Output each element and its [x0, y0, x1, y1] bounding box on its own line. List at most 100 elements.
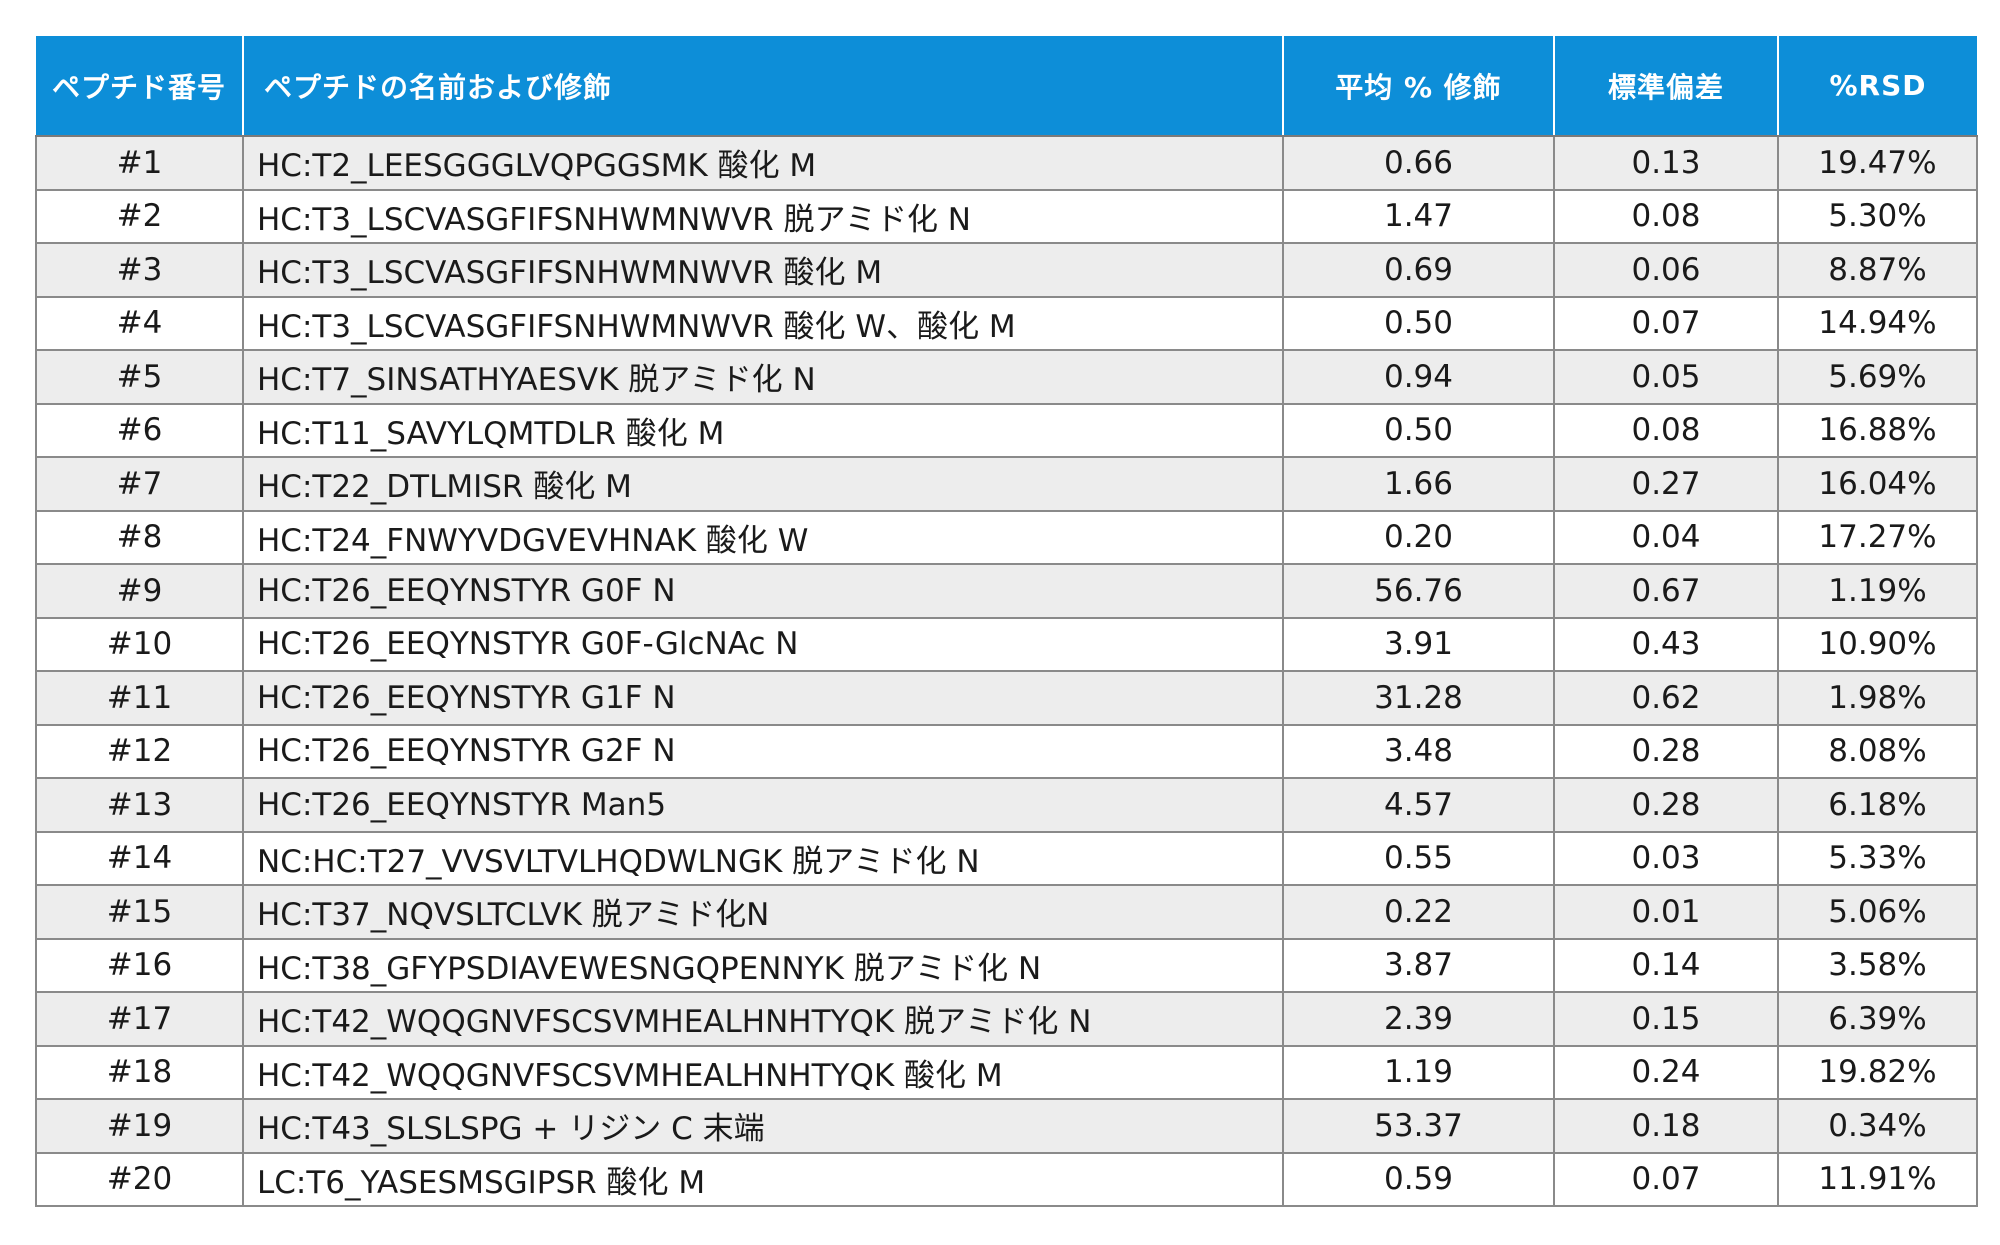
rsd-cell: 19.82% [1778, 1045, 1978, 1100]
mean-modification-cell: 0.94 [1283, 350, 1555, 405]
peptide-name-cell: LC:T6_YASESMSGIPSR 酸化 M [243, 1152, 1284, 1207]
mean-modification-cell: 0.22 [1283, 885, 1555, 940]
table-row: #15 HC:T37_NQVSLTCLVK 脱アミド化N 0.22 0.01 5.06% [35, 885, 1978, 940]
peptide-number-cell: #18 [35, 1045, 244, 1100]
table-row: #9 HC:T26_EEQYNSTYR G0F N 56.76 0.67 1.19% [35, 564, 1978, 619]
mean-modification-cell: 31.28 [1283, 671, 1555, 726]
rsd-cell: 19.47% [1778, 136, 1978, 191]
std-dev-cell: 0.67 [1554, 564, 1779, 619]
peptide-name-cell: HC:T24_FNWYVDGVEVHNAK 酸化 W [243, 510, 1284, 565]
mean-modification-cell: 53.37 [1283, 1099, 1555, 1154]
peptide-name-cell: HC:T2_LEESGGGLVQPGGSMK 酸化 M [243, 136, 1284, 191]
table-row: #3 HC:T3_LSCVASGFIFSNHWMNWVR 酸化 M 0.69 0.06… [35, 243, 1978, 298]
rsd-cell: 0.34% [1778, 1099, 1978, 1154]
std-dev-cell: 0.62 [1554, 671, 1779, 726]
peptide-name-cell: HC:T3_LSCVASGFIFSNHWMNWVR 酸化 W、酸化 M [243, 296, 1284, 351]
data-table-container: ペプチド番号 ペプチドの名前および修飾 平均 % 修飾 標準偏差 %RSD #1… [35, 36, 1978, 1207]
peptide-name-cell: HC:T11_SAVYLQMTDLR 酸化 M [243, 403, 1284, 458]
peptide-number-cell: #4 [35, 296, 244, 351]
rsd-cell: 6.18% [1778, 778, 1978, 833]
std-dev-cell: 0.01 [1554, 885, 1779, 940]
peptide-number-cell: #9 [35, 564, 244, 619]
rsd-cell: 1.19% [1778, 564, 1978, 619]
table-row: #7 HC:T22_DTLMISR 酸化 M 1.66 0.27 16.04% [35, 457, 1978, 512]
peptide-name-cell: HC:T7_SINSATHYAESVK 脱アミド化 N [243, 350, 1284, 405]
rsd-cell: 5.30% [1778, 189, 1978, 244]
peptide-number-cell: #3 [35, 243, 244, 298]
peptide-number-cell: #1 [35, 136, 244, 191]
table-row: #20 LC:T6_YASESMSGIPSR 酸化 M 0.59 0.07 11.91% [35, 1152, 1978, 1207]
mean-modification-cell: 3.91 [1283, 617, 1555, 672]
mean-modification-cell: 1.19 [1283, 1045, 1555, 1100]
rsd-cell: 8.87% [1778, 243, 1978, 298]
peptide-number-cell: #12 [35, 724, 244, 779]
table-row: #18 HC:T42_WQQGNVFSCSVMHEALHNHTYQK 酸化 M 1.… [35, 1045, 1978, 1100]
peptide-name-cell: NC:HC:T27_VVSVLTVLHQDWLNGK 脱アミド化 N [243, 831, 1284, 886]
std-dev-cell: 0.08 [1554, 403, 1779, 458]
std-dev-cell: 0.14 [1554, 938, 1779, 993]
rsd-cell: 1.98% [1778, 671, 1978, 726]
table-body: #1 HC:T2_LEESGGGLVQPGGSMK 酸化 M 0.66 0.13 19.… [35, 136, 1978, 1207]
header-peptide-name: ペプチドの名前および修飾 [243, 36, 1284, 137]
mean-modification-cell: 56.76 [1283, 564, 1555, 619]
peptide-modification-table: ペプチド番号 ペプチドの名前および修飾 平均 % 修飾 標準偏差 %RSD #1… [35, 36, 1978, 1207]
rsd-cell: 17.27% [1778, 510, 1978, 565]
peptide-number-cell: #16 [35, 938, 244, 993]
mean-modification-cell: 0.50 [1283, 403, 1555, 458]
std-dev-cell: 0.27 [1554, 457, 1779, 512]
mean-modification-cell: 1.66 [1283, 457, 1555, 512]
rsd-cell: 5.33% [1778, 831, 1978, 886]
rsd-cell: 6.39% [1778, 992, 1978, 1047]
table-row: #10 HC:T26_EEQYNSTYR G0F-GlcNAc N 3.91 0.43… [35, 617, 1978, 672]
table-row: #17 HC:T42_WQQGNVFSCSVMHEALHNHTYQK 脱アミド化 … [35, 992, 1978, 1047]
mean-modification-cell: 0.69 [1283, 243, 1555, 298]
peptide-name-cell: HC:T26_EEQYNSTYR G1F N [243, 671, 1284, 726]
mean-modification-cell: 0.59 [1283, 1152, 1555, 1207]
peptide-number-cell: #14 [35, 831, 244, 886]
std-dev-cell: 0.43 [1554, 617, 1779, 672]
rsd-cell: 16.88% [1778, 403, 1978, 458]
peptide-number-cell: #10 [35, 617, 244, 672]
table-row: #1 HC:T2_LEESGGGLVQPGGSMK 酸化 M 0.66 0.13 19.… [35, 136, 1978, 191]
mean-modification-cell: 0.50 [1283, 296, 1555, 351]
peptide-name-cell: HC:T37_NQVSLTCLVK 脱アミド化N [243, 885, 1284, 940]
std-dev-cell: 0.05 [1554, 350, 1779, 405]
peptide-number-cell: #19 [35, 1099, 244, 1154]
mean-modification-cell: 3.48 [1283, 724, 1555, 779]
std-dev-cell: 0.24 [1554, 1045, 1779, 1100]
peptide-name-cell: HC:T22_DTLMISR 酸化 M [243, 457, 1284, 512]
std-dev-cell: 0.13 [1554, 136, 1779, 191]
peptide-name-cell: HC:T26_EEQYNSTYR G2F N [243, 724, 1284, 779]
peptide-name-cell: HC:T42_WQQGNVFSCSVMHEALHNHTYQK 脱アミド化 N [243, 992, 1284, 1047]
std-dev-cell: 0.04 [1554, 510, 1779, 565]
peptide-number-cell: #7 [35, 457, 244, 512]
rsd-cell: 10.90% [1778, 617, 1978, 672]
peptide-name-cell: HC:T26_EEQYNSTYR Man5 [243, 778, 1284, 833]
rsd-cell: 5.06% [1778, 885, 1978, 940]
peptide-name-cell: HC:T3_LSCVASGFIFSNHWMNWVR 脱アミド化 N [243, 189, 1284, 244]
rsd-cell: 16.04% [1778, 457, 1978, 512]
table-row: #13 HC:T26_EEQYNSTYR Man5 4.57 0.28 6.18% [35, 778, 1978, 833]
mean-modification-cell: 0.20 [1283, 510, 1555, 565]
std-dev-cell: 0.28 [1554, 724, 1779, 779]
std-dev-cell: 0.18 [1554, 1099, 1779, 1154]
mean-modification-cell: 3.87 [1283, 938, 1555, 993]
peptide-name-cell: HC:T43_SLSLSPG + リジン C 末端 [243, 1099, 1284, 1154]
table-row: #11 HC:T26_EEQYNSTYR G1F N 31.28 0.62 1.98% [35, 671, 1978, 726]
peptide-number-cell: #20 [35, 1152, 244, 1207]
header-mean-modification: 平均 % 修飾 [1283, 36, 1555, 137]
table-row: #14 NC:HC:T27_VVSVLTVLHQDWLNGK 脱アミド化 N 0.5… [35, 831, 1978, 886]
rsd-cell: 14.94% [1778, 296, 1978, 351]
peptide-number-cell: #11 [35, 671, 244, 726]
peptide-number-cell: #5 [35, 350, 244, 405]
std-dev-cell: 0.07 [1554, 1152, 1779, 1207]
peptide-number-cell: #13 [35, 778, 244, 833]
rsd-cell: 3.58% [1778, 938, 1978, 993]
header-row: ペプチド番号 ペプチドの名前および修飾 平均 % 修飾 標準偏差 %RSD [36, 36, 1977, 137]
header-std-dev: 標準偏差 [1554, 36, 1779, 137]
std-dev-cell: 0.15 [1554, 992, 1779, 1047]
mean-modification-cell: 0.55 [1283, 831, 1555, 886]
table-row: #19 HC:T43_SLSLSPG + リジン C 末端 53.37 0.18 0.3… [35, 1099, 1978, 1154]
table-row: #4 HC:T3_LSCVASGFIFSNHWMNWVR 酸化 W、酸化 M 0.5… [35, 296, 1978, 351]
mean-modification-cell: 4.57 [1283, 778, 1555, 833]
